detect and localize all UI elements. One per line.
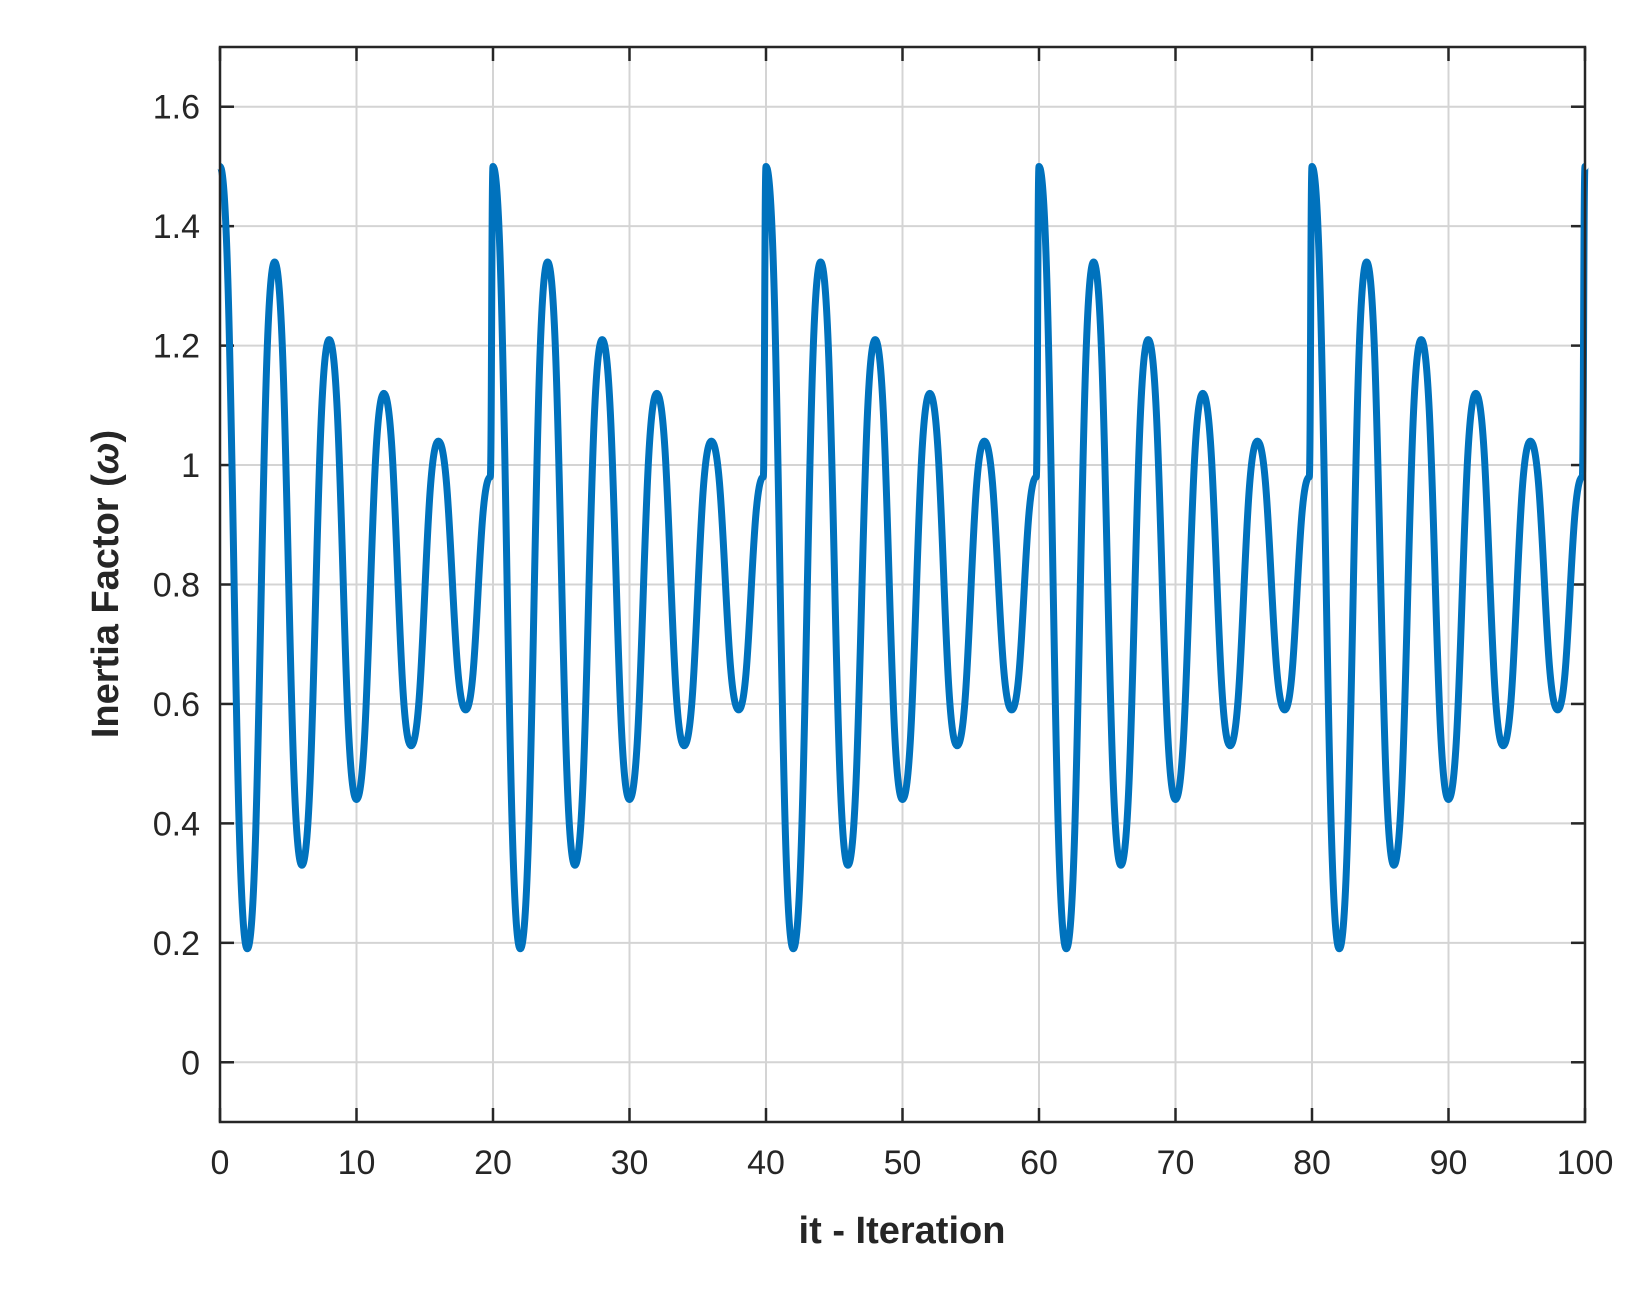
y-tick-label: 1 — [181, 447, 200, 485]
y-tick-label: 1.2 — [153, 328, 200, 366]
x-tick-label: 60 — [1020, 1144, 1058, 1182]
y-tick-label: 0.8 — [153, 567, 200, 605]
x-tick-label: 10 — [338, 1144, 376, 1182]
x-axis-title: it - Iteration — [799, 1210, 1006, 1252]
x-tick-label: 50 — [884, 1144, 922, 1182]
x-tick-label: 30 — [611, 1144, 649, 1182]
x-tick-label: 0 — [211, 1144, 230, 1182]
y-axis-title-text: Inertia Factor ( — [85, 474, 127, 738]
y-tick-label: 0.2 — [153, 925, 200, 963]
x-tick-label: 80 — [1293, 1144, 1331, 1182]
y-tick-label: 0.6 — [153, 686, 200, 724]
x-tick-label: 70 — [1157, 1144, 1195, 1182]
series-line — [216, 162, 1589, 953]
y-axis-title-close: ) — [85, 430, 127, 443]
y-axis-title: Inertia Factor (ω) — [85, 430, 127, 738]
y-tick-labels: 0 0.2 0.4 0.6 0.8 1 1.2 1.4 1.6 — [153, 89, 200, 1083]
x-tick-labels: 0 10 20 30 40 50 60 70 80 90 100 — [211, 1144, 1614, 1182]
y-tick-label: 0.4 — [153, 805, 200, 843]
x-tick-label: 40 — [747, 1144, 785, 1182]
y-tick-label: 0 — [181, 1044, 200, 1082]
y-axis-title-symbol: ω — [85, 442, 127, 474]
axes-box — [218, 45, 1587, 1124]
x-tick-label: 20 — [474, 1144, 512, 1182]
y-tick-label: 1.6 — [153, 89, 200, 127]
data-series — [216, 162, 1589, 953]
x-tick-label: 100 — [1557, 1144, 1614, 1182]
y-tick-label: 1.4 — [153, 208, 200, 246]
x-tick-label: 90 — [1430, 1144, 1468, 1182]
